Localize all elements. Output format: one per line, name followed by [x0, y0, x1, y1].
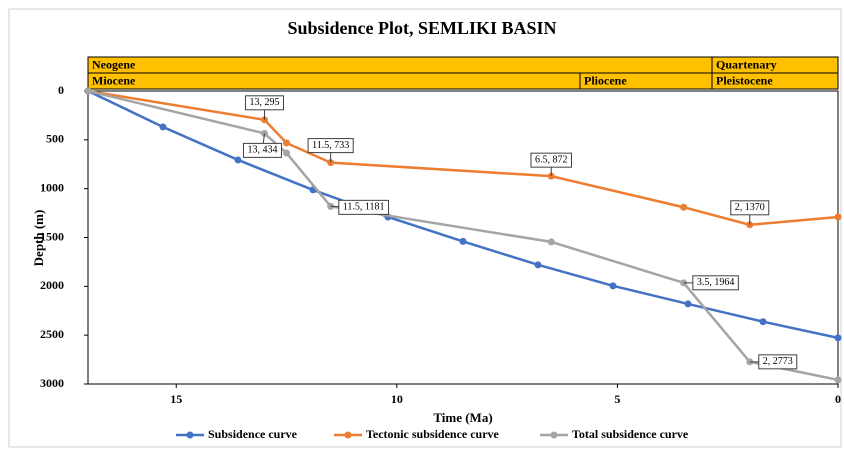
era-band	[87, 56, 713, 74]
data-label-box	[244, 95, 284, 111]
x-tick-label: 0	[835, 392, 841, 406]
legend-marker	[186, 431, 194, 439]
y-axis-label: Depth (m)	[31, 210, 46, 267]
data-point	[283, 139, 291, 147]
data-label-box	[338, 199, 390, 215]
era-label: Neogene	[92, 57, 136, 71]
data-point	[159, 123, 167, 131]
epoch-label: Pliocene	[584, 73, 627, 87]
epoch-band	[711, 72, 839, 90]
x-axis-label: Time (Ma)	[433, 410, 492, 425]
data-point	[534, 261, 542, 269]
y-tick-label: 2500	[40, 327, 64, 341]
data-label: 6.5, 872	[535, 154, 568, 165]
data-label: 13, 434	[247, 145, 277, 156]
data-point	[759, 318, 767, 326]
epoch-band	[87, 72, 581, 90]
legend-marker	[550, 431, 558, 439]
data-point	[680, 203, 688, 211]
data-label: 13, 295	[249, 97, 279, 108]
data-label: 11.5, 1181	[343, 202, 385, 213]
y-tick-label: 2000	[40, 278, 64, 292]
x-tick-label: 15	[170, 392, 182, 406]
legend-label: Total subsidence curve	[572, 427, 689, 441]
data-point	[547, 238, 555, 246]
data-point	[834, 334, 842, 342]
y-tick-label: 0	[58, 83, 64, 97]
epoch-label: Pleistocene	[716, 73, 773, 87]
x-tick-label: 10	[391, 392, 403, 406]
data-label-box	[692, 275, 739, 291]
legend-label: Tectonic subsidence curve	[366, 427, 500, 441]
legend-marker	[344, 431, 352, 439]
y-tick-label: 1500	[40, 229, 64, 243]
data-label-box	[307, 138, 354, 154]
data-label-box	[242, 142, 282, 158]
data-point	[283, 149, 291, 157]
data-label-box	[758, 354, 798, 370]
series-line	[87, 89, 839, 227]
data-point	[834, 376, 842, 384]
data-point	[684, 300, 692, 308]
data-point	[234, 156, 242, 164]
legend-label: Subsidence curve	[208, 427, 298, 441]
series-line	[87, 89, 839, 382]
data-point	[609, 282, 617, 290]
data-point	[834, 213, 842, 221]
era-label: Quartenary	[716, 57, 777, 71]
chart-title: Subsidence Plot, SEMLIKI BASIN	[287, 18, 556, 38]
data-label: 2, 1370	[735, 202, 765, 213]
y-tick-label: 500	[46, 132, 64, 146]
data-point	[84, 87, 92, 95]
data-label: 3.5, 1964	[697, 277, 735, 288]
data-label-box	[530, 152, 572, 168]
epoch-label: Miocene	[92, 73, 136, 87]
y-tick-label: 3000	[40, 376, 64, 390]
data-label: 11.5, 733	[312, 140, 349, 151]
y-tick-label: 1000	[40, 180, 64, 194]
data-label-box	[730, 200, 770, 216]
data-label: 2, 2773	[763, 356, 793, 367]
x-tick-label: 5	[614, 392, 620, 406]
data-point	[459, 237, 467, 245]
